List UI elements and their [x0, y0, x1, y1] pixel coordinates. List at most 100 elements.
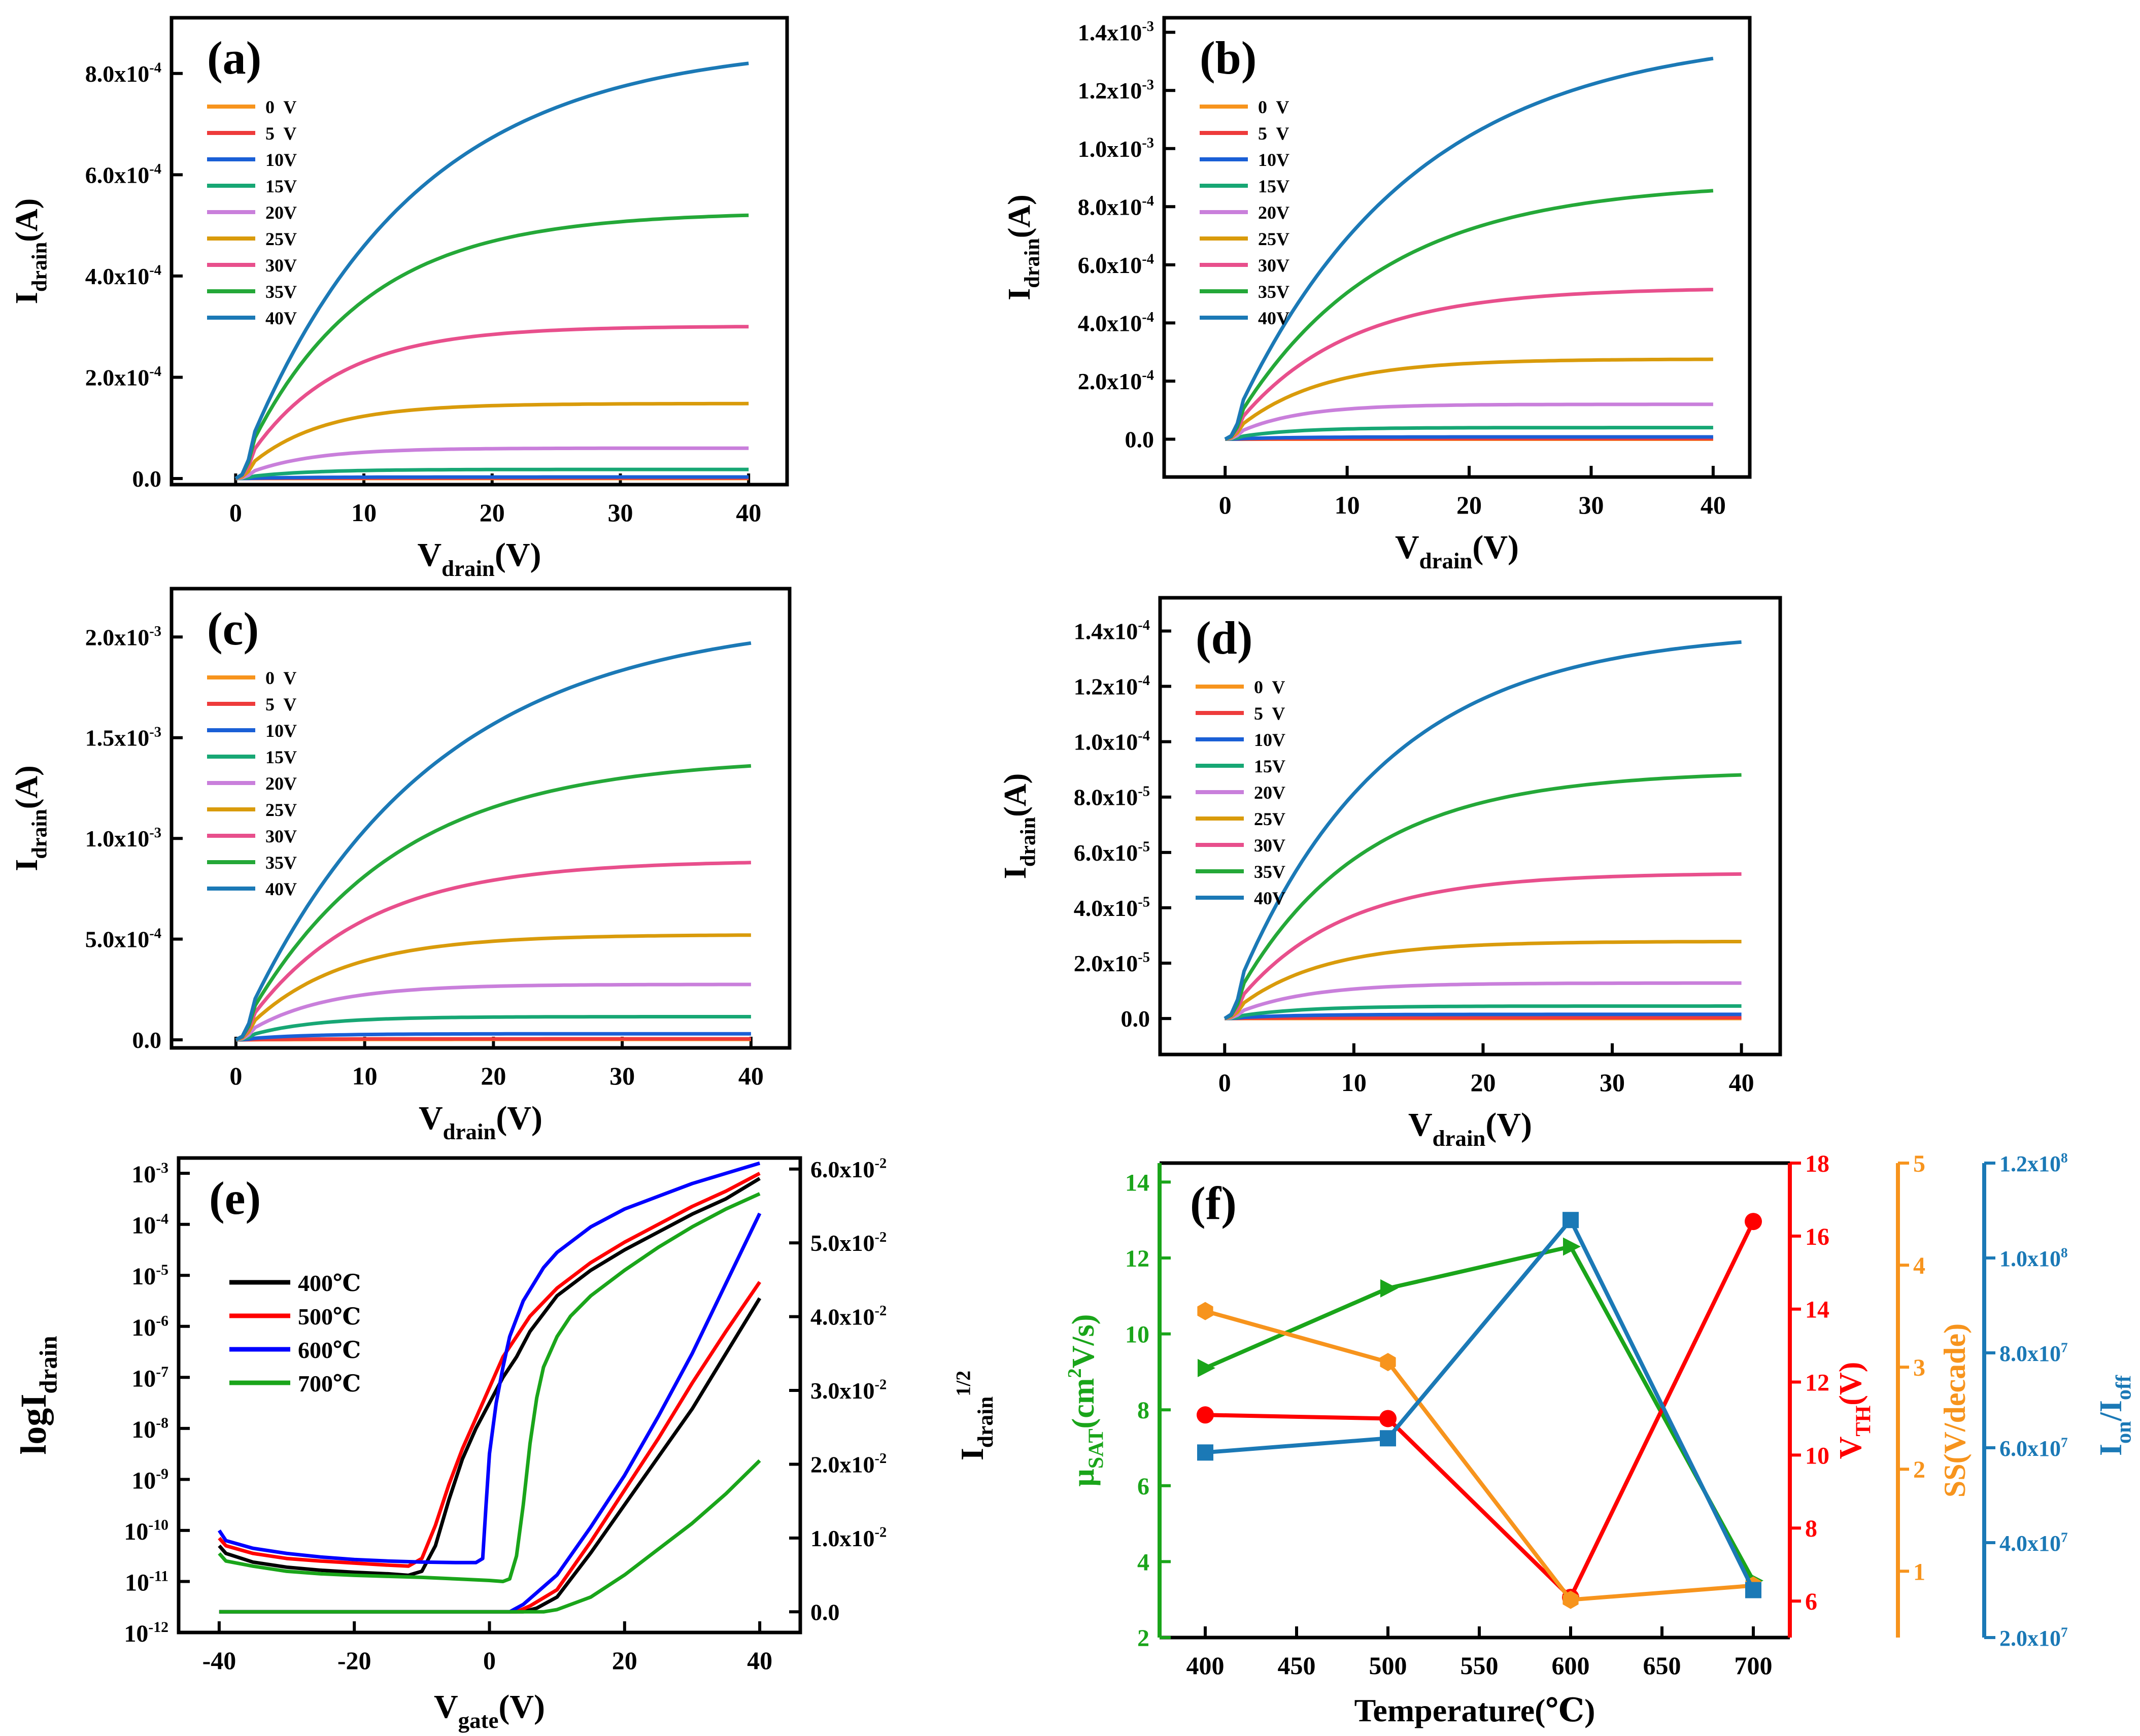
y-tick-label-ss: 2: [1913, 1456, 1925, 1483]
y-left-tick-label: 10-9: [131, 1466, 168, 1494]
panel-label: (f): [1190, 1177, 1237, 1229]
series-line: [235, 475, 749, 481]
panel-label: (a): [207, 32, 261, 84]
x-tick-label: 30: [1578, 491, 1604, 519]
y-tick-label-vth: 12: [1805, 1370, 1829, 1397]
series-line: [235, 446, 749, 481]
marker-onoff: [1380, 1430, 1396, 1447]
x-tick-label: 10: [1335, 491, 1360, 519]
y-tick-label-vth: 10: [1805, 1442, 1829, 1469]
y-right-axis-label: Idrain1/2: [952, 1371, 998, 1460]
y-tick-label: 8.0x10-5: [1074, 784, 1150, 810]
y-tick-label-mu: 14: [1125, 1169, 1149, 1196]
y-tick-label: 1.0x10-4: [1074, 728, 1150, 755]
y-tick-label-mu: 12: [1125, 1245, 1149, 1272]
y-tick-label-vth: 8: [1805, 1515, 1817, 1542]
y-tick-label-ss: 1: [1913, 1558, 1925, 1585]
x-tick-label: 0: [1219, 491, 1232, 519]
x-tick-label: 450: [1278, 1651, 1316, 1680]
legend-label: 30V: [1258, 255, 1289, 276]
x-axis-label: Vdrain(V): [1395, 529, 1519, 573]
y-axis-label: Idrain(A): [10, 765, 52, 871]
series-line-ss: [1204, 1309, 1754, 1602]
legend-label: 15V: [265, 747, 297, 767]
x-tick-label: 40: [736, 498, 761, 527]
y-right-tick-label: 2.0x10-2: [810, 1451, 887, 1477]
y-tick-label-onoff: 2.0x107: [1999, 1624, 2068, 1651]
x-tick-label: 550: [1460, 1651, 1499, 1680]
series-line: [1224, 189, 1714, 441]
y-tick-label: 4.0x10-5: [1074, 895, 1150, 921]
legend-label: 40V: [1254, 888, 1285, 908]
series-line: [1224, 773, 1742, 1020]
series-line-vth: [1205, 1220, 1755, 1599]
series-sqrt-line: [219, 1281, 761, 1614]
x-tick-label: -20: [337, 1646, 371, 1675]
y-tick-label: 1.4x10-3: [1078, 19, 1154, 45]
x-tick-label: 30: [1600, 1068, 1625, 1097]
x-tick-label: 30: [609, 1062, 635, 1090]
legend-label: 5 V: [1254, 703, 1285, 724]
y-tick-label-mu: 2: [1137, 1625, 1149, 1652]
x-tick-label: 20: [1456, 491, 1482, 519]
marker-ss: [1562, 1590, 1579, 1609]
y-tick-label: 1.2x10-4: [1074, 673, 1150, 699]
y-right-tick-label: 6.0x10-2: [810, 1155, 887, 1182]
y-tick-label: 1.4x10-4: [1074, 618, 1150, 644]
y-left-tick-label: 10-3: [131, 1160, 168, 1188]
plot-frame: [169, 587, 792, 1050]
y-tick-label-ss: 4: [1913, 1252, 1925, 1279]
panel-c: 0 10 20 30 40 0.0 5.0x10-4 1.0x10-3 1.5x10-3 2.0x…: [10, 587, 792, 1144]
y-left-tick-label: 10-7: [131, 1364, 168, 1392]
x-axis-label: Vdrain(V): [419, 1100, 542, 1144]
series-line: [1225, 1012, 1742, 1020]
y-axis-label: Idrain(A): [10, 198, 52, 304]
series-log-line: [218, 1172, 761, 1568]
series-line: [1225, 1016, 1742, 1020]
y-right-tick-label: 3.0x10-2: [810, 1377, 887, 1404]
series-line-mu: [1204, 1244, 1755, 1582]
legend-label: 0 V: [1258, 97, 1289, 117]
series-line: [235, 982, 751, 1042]
marker-vth: [1197, 1406, 1214, 1424]
x-tick-label: 10: [351, 498, 377, 527]
marker-onoff: [1745, 1582, 1761, 1598]
series-line: [1225, 1004, 1742, 1020]
marker-ss: [1380, 1353, 1396, 1372]
series-line: [1224, 872, 1742, 1020]
legend-label: 15V: [1258, 176, 1289, 196]
y-tick-label-onoff: 1.0x108: [1999, 1245, 2068, 1271]
y-tick-label-onoff: 8.0x107: [1999, 1340, 2068, 1366]
panel-b: 0 10 20 30 40 0.0 2.0x10-4 4.0x10-4 6.0x10-4 8.0x…: [1002, 16, 1752, 573]
x-tick-label: 40: [747, 1646, 772, 1675]
x-tick-label: 20: [612, 1646, 637, 1675]
y-left-tick-label: 10-11: [125, 1568, 168, 1596]
y-tick-label: 8.0x10-4: [1078, 193, 1154, 220]
marker-vth: [1745, 1213, 1762, 1231]
y-left-axis-label: logIdrain: [13, 1336, 62, 1454]
legend-label: 700℃: [298, 1371, 361, 1397]
panel-a: 0 10 20 30 40 0.0 2.0x10-4 4.0x10-4 6.0x10-4 8.0x…: [10, 16, 789, 581]
x-tick-label: 700: [1735, 1651, 1773, 1680]
legend-label: 35V: [265, 853, 297, 873]
y-right-tick-label: 1.0x10-2: [810, 1524, 887, 1551]
y-tick-label: 0.0: [1121, 1006, 1150, 1032]
x-tick-label: 650: [1643, 1651, 1681, 1680]
panel-label: (c): [207, 603, 259, 655]
y-tick-label: 8.0x10-4: [85, 60, 161, 86]
legend-label: 20V: [265, 202, 297, 223]
legend-label: 10V: [1254, 730, 1285, 750]
panel-d: 0 10 20 30 40 0.0 2.0x10-5 4.0x10-5 6.0x10-5 8.0x…: [998, 596, 1782, 1151]
legend-label: 25V: [1258, 229, 1289, 249]
legend-label: 0 V: [1254, 677, 1285, 697]
y-tick-label: 6.0x10-5: [1074, 839, 1150, 865]
x-tick-label: 500: [1369, 1651, 1407, 1680]
y-left-tick-label: 10-8: [131, 1415, 168, 1443]
legend-label: 5 V: [1258, 123, 1289, 144]
y-left-tick-label: 10-12: [124, 1619, 168, 1647]
series-line: [235, 1015, 751, 1042]
series-sqrt-line: [219, 1459, 761, 1614]
y-right-tick-label: 4.0x10-2: [810, 1303, 887, 1330]
y-tick-label-onoff: 6.0x107: [1999, 1435, 2068, 1461]
